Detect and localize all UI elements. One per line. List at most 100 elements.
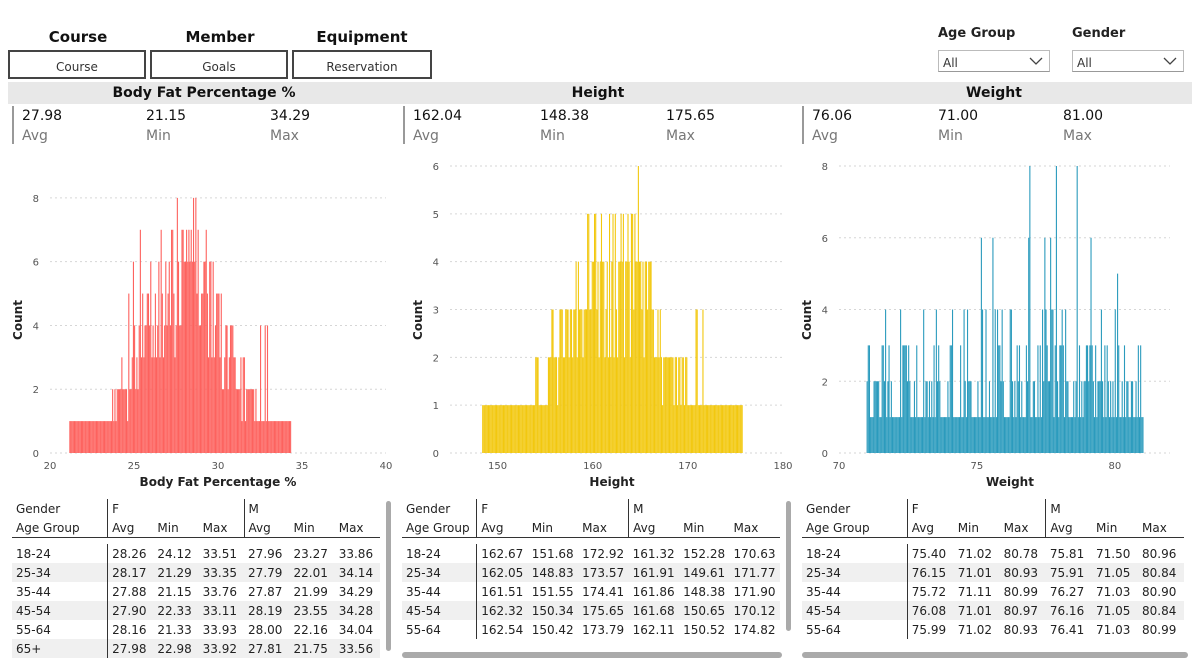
histogram-bar bbox=[930, 417, 932, 454]
histogram-bar bbox=[740, 405, 742, 453]
histogram-bar bbox=[100, 421, 102, 454]
histogram-bar bbox=[1048, 381, 1051, 453]
histogram-bar bbox=[969, 381, 971, 453]
histogram-bar bbox=[621, 261, 623, 453]
histogram-bar bbox=[1112, 381, 1114, 453]
weight-max-value: 81.00 bbox=[1063, 108, 1104, 124]
histogram-bar bbox=[708, 405, 710, 453]
histogram-bar bbox=[605, 309, 607, 453]
body-fat-max-value: 34.29 bbox=[270, 108, 311, 124]
histogram-bar bbox=[1097, 381, 1099, 453]
histogram-bar bbox=[173, 293, 175, 453]
histogram-bar bbox=[1047, 381, 1049, 453]
goals-button[interactable]: Goals bbox=[150, 50, 288, 79]
histogram-bar bbox=[159, 357, 161, 454]
value-cell: 174.82 bbox=[733, 622, 776, 637]
histogram-bar bbox=[881, 345, 883, 454]
histogram-bar bbox=[98, 421, 100, 454]
histogram-bar bbox=[187, 261, 189, 453]
histogram-bar bbox=[137, 389, 139, 454]
course-button[interactable]: Course bbox=[8, 50, 146, 79]
histogram-bar bbox=[520, 405, 522, 453]
histogram-bar bbox=[683, 405, 686, 453]
histogram-bar bbox=[977, 381, 979, 453]
histogram-bar bbox=[722, 405, 724, 453]
histogram-bar bbox=[99, 421, 101, 454]
age-group-dropdown[interactable]: All bbox=[938, 50, 1050, 72]
histogram-bar bbox=[956, 417, 958, 454]
histogram-bar bbox=[983, 417, 985, 454]
histogram-bar bbox=[132, 261, 134, 453]
histogram-bar bbox=[506, 405, 508, 453]
histogram-bar bbox=[171, 229, 173, 453]
matrix-table: Gender F M Age Group Avg Min Max Avg Min Max 18-24… bbox=[402, 499, 780, 639]
reservation-button[interactable]: Reservation bbox=[292, 50, 432, 79]
x-tick-label: 80 bbox=[1108, 461, 1121, 472]
histogram-bar bbox=[898, 417, 900, 454]
histogram-bar bbox=[285, 421, 287, 454]
x-axis-title: Body Fat Percentage % bbox=[140, 475, 297, 489]
age-group-cell: 45-54 bbox=[802, 601, 908, 620]
height-matrix-scrollbar[interactable] bbox=[786, 501, 791, 631]
gender-dropdown-value: All bbox=[1077, 56, 1092, 70]
histogram-bar bbox=[105, 421, 107, 454]
histogram-bar bbox=[560, 309, 562, 453]
value-cell: 75.40 bbox=[906, 544, 954, 563]
table-row: 18-24 162.67 151.68 172.92 161.32 152.28 170.6… bbox=[402, 544, 780, 563]
histogram-bar bbox=[919, 417, 921, 454]
histogram-bar bbox=[1092, 381, 1094, 453]
histogram-bar bbox=[569, 309, 571, 453]
value-cell: 148.83 bbox=[527, 563, 579, 582]
x-tick-label: 150 bbox=[488, 461, 507, 472]
value-cell: 150.65 bbox=[679, 601, 730, 620]
histogram-bar bbox=[666, 357, 668, 454]
histogram-bar bbox=[123, 389, 125, 454]
height-min-label: Min bbox=[540, 128, 565, 144]
histogram-bar bbox=[636, 261, 638, 453]
histogram-bar bbox=[288, 421, 291, 454]
gender-m-header: M bbox=[243, 499, 380, 518]
histogram-bar bbox=[254, 421, 256, 454]
histogram-bar bbox=[1105, 417, 1107, 454]
height-matrix-hscrollbar[interactable] bbox=[402, 652, 782, 658]
value-cell: 76.41 bbox=[1049, 622, 1085, 637]
histogram-bar bbox=[251, 389, 254, 454]
histogram-bar bbox=[1009, 309, 1011, 453]
histogram-bar bbox=[261, 421, 263, 454]
histogram-bar bbox=[995, 417, 997, 454]
histogram-bar bbox=[184, 261, 186, 453]
value-cell: 33.11 bbox=[198, 601, 245, 620]
histogram-bar bbox=[632, 213, 634, 454]
histogram-bar bbox=[1043, 381, 1045, 453]
histogram-bar bbox=[990, 417, 992, 454]
weight-max-label: Max bbox=[1063, 128, 1092, 144]
histogram-bar bbox=[234, 357, 236, 454]
histogram-bar bbox=[229, 325, 232, 454]
value-cell: 80.78 bbox=[1003, 546, 1039, 561]
histogram-bar bbox=[1000, 381, 1002, 453]
histogram-bar bbox=[1091, 345, 1093, 454]
histogram-bar bbox=[932, 417, 934, 454]
body-fat-matrix-scrollbar[interactable] bbox=[386, 501, 391, 651]
histogram-bar bbox=[182, 229, 184, 453]
histogram-bar bbox=[168, 261, 170, 453]
gender-dropdown[interactable]: All bbox=[1072, 50, 1184, 72]
histogram-bar bbox=[1006, 417, 1008, 454]
value-cell: 161.51 bbox=[476, 582, 528, 601]
histogram-bar bbox=[588, 213, 590, 454]
value-cell: 71.03 bbox=[1096, 584, 1131, 599]
value-cell: 150.34 bbox=[527, 601, 579, 620]
histogram-bar bbox=[715, 405, 717, 453]
histogram-bar bbox=[286, 421, 288, 454]
histogram-bar bbox=[1084, 381, 1086, 453]
histogram-bar bbox=[1038, 417, 1040, 454]
histogram-bar bbox=[975, 417, 977, 454]
histogram-bar bbox=[733, 405, 735, 453]
histogram-bar bbox=[204, 261, 206, 453]
weight-matrix-hscrollbar[interactable] bbox=[802, 652, 1188, 658]
histogram-bar bbox=[690, 405, 692, 453]
histogram-bar bbox=[1090, 237, 1092, 453]
histogram-bar bbox=[515, 405, 517, 453]
histogram-bar bbox=[964, 381, 966, 453]
value-cell: 80.93 bbox=[999, 563, 1046, 582]
